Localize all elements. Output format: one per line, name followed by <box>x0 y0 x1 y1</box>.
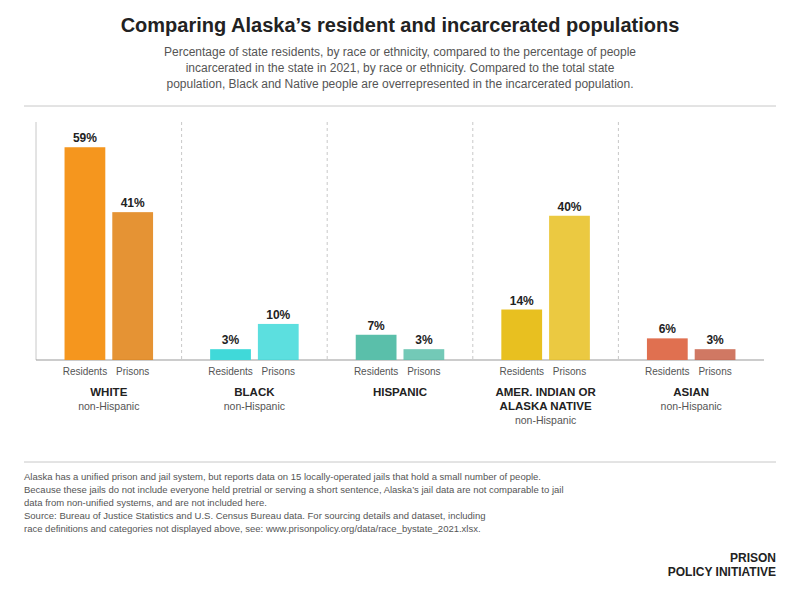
bar <box>112 212 153 360</box>
category-label: ASIAN <box>673 386 709 398</box>
background <box>0 0 800 600</box>
series-label: Prisons <box>407 366 440 377</box>
data-label: 7% <box>367 319 385 333</box>
data-label: 6% <box>659 322 677 336</box>
bar <box>210 349 251 360</box>
labels: 59% Residents 3% Residents 7% Residents 14% Res… <box>63 131 732 426</box>
category-sublabel: non-Hispanic <box>661 400 722 412</box>
data-label: 10% <box>266 308 290 322</box>
series-label: Residents <box>208 366 252 377</box>
series-label: Residents <box>354 366 398 377</box>
credit: PRISONPOLICY INITIATIVE <box>668 551 776 579</box>
footer-note: data from non-unified systems, and are n… <box>24 497 267 508</box>
bar <box>695 349 736 360</box>
category-label: WHITE <box>90 386 127 398</box>
footer-note: Source: Bureau of Justice Statistics and… <box>24 510 486 521</box>
category-label: BLACK <box>234 386 275 398</box>
y-axis-line <box>36 122 37 360</box>
separator <box>24 106 776 107</box>
bar <box>549 216 590 360</box>
footer-note: Alaska has a unified prison and jail sys… <box>24 471 541 482</box>
category-sublabel: non-Hispanic <box>515 414 576 426</box>
series-label: Residents <box>63 366 107 377</box>
bar <box>65 147 106 360</box>
series-label: Prisons <box>116 366 149 377</box>
series-label: Residents <box>499 366 543 377</box>
bar <box>356 335 397 360</box>
bar <box>647 338 688 360</box>
bar <box>501 310 542 360</box>
separator <box>24 462 776 463</box>
category-label: HISPANIC <box>373 386 427 398</box>
series-label: Prisons <box>262 366 295 377</box>
group-divider <box>618 122 619 360</box>
category-label: AMER. INDIAN ORALASKA NATIVE <box>495 386 596 412</box>
data-label: 3% <box>706 333 724 347</box>
data-label: 3% <box>222 333 240 347</box>
footer-note: Because these jails do not include every… <box>24 484 564 495</box>
series-label: Residents <box>645 366 689 377</box>
data-label: 41% <box>121 196 145 210</box>
series-label: Prisons <box>698 366 731 377</box>
category-sublabel: non-Hispanic <box>224 400 285 412</box>
footer-note: race definitions and categories not disp… <box>24 523 481 534</box>
category-sublabel: non-Hispanic <box>78 400 139 412</box>
subtitle: Percentage of state residents, by race o… <box>164 45 636 91</box>
title: Comparing Alaska’s resident and incarcer… <box>121 14 680 36</box>
group-divider <box>327 122 328 360</box>
chart-container: Comparing Alaska’s resident and incarcer… <box>0 0 800 600</box>
chart-svg: Comparing Alaska’s resident and incarcer… <box>0 0 800 600</box>
data-label: 3% <box>415 333 433 347</box>
bar <box>258 324 299 360</box>
data-label: 59% <box>73 131 97 145</box>
data-label: 14% <box>510 294 534 308</box>
group-divider <box>181 122 182 360</box>
bar <box>403 349 444 360</box>
group-divider <box>472 122 473 360</box>
data-label: 40% <box>557 200 581 214</box>
bars <box>65 147 736 360</box>
series-label: Prisons <box>553 366 586 377</box>
